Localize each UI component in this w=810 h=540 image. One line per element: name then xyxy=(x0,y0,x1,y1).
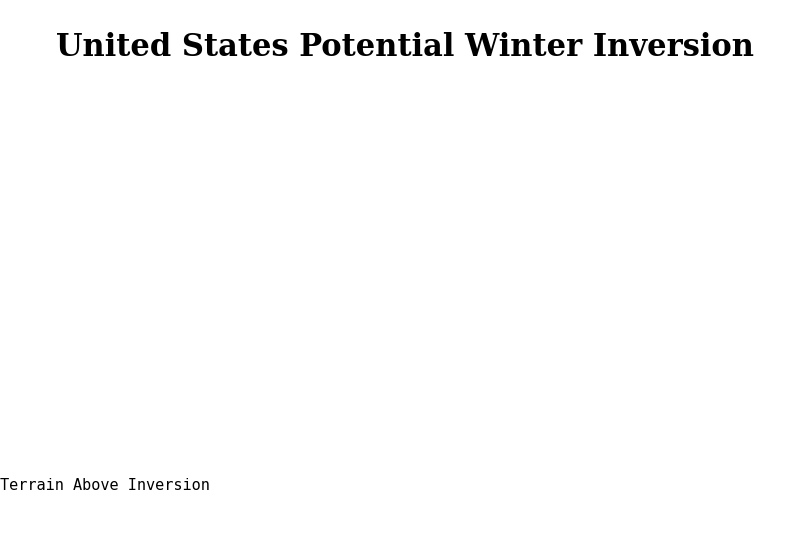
Text: United States Potential Winter Inversion: United States Potential Winter Inversion xyxy=(56,32,754,63)
Text: Terrain Above Inversion: Terrain Above Inversion xyxy=(0,478,211,494)
